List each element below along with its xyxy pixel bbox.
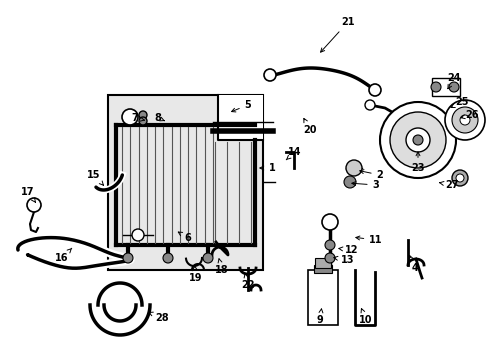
Text: 5: 5: [231, 100, 251, 112]
Text: 21: 21: [320, 17, 354, 52]
Polygon shape: [218, 95, 263, 140]
Text: 13: 13: [333, 255, 354, 265]
Circle shape: [448, 82, 458, 92]
Circle shape: [264, 69, 275, 81]
Circle shape: [132, 229, 143, 241]
Text: 18: 18: [215, 259, 228, 275]
Circle shape: [379, 102, 455, 178]
Text: 25: 25: [450, 97, 468, 108]
Circle shape: [123, 253, 133, 263]
Text: 9: 9: [316, 309, 323, 325]
Circle shape: [444, 100, 484, 140]
Circle shape: [325, 253, 334, 263]
Circle shape: [346, 160, 361, 176]
Text: 22: 22: [241, 274, 254, 290]
Text: 2: 2: [359, 170, 383, 180]
Circle shape: [451, 170, 467, 186]
Text: 11: 11: [355, 235, 382, 245]
Circle shape: [451, 107, 477, 133]
Text: 6: 6: [178, 232, 191, 243]
Circle shape: [430, 82, 440, 92]
Bar: [108, 95, 263, 270]
Circle shape: [321, 214, 337, 230]
Circle shape: [343, 176, 355, 188]
Text: 28: 28: [149, 312, 168, 323]
Circle shape: [455, 174, 463, 182]
Text: 10: 10: [359, 309, 372, 325]
Circle shape: [364, 100, 374, 110]
Text: 26: 26: [460, 110, 478, 120]
Circle shape: [405, 128, 429, 152]
Bar: [313, 265, 331, 273]
Text: 27: 27: [439, 180, 458, 190]
Circle shape: [139, 111, 147, 119]
Text: 14: 14: [285, 147, 301, 160]
Text: 16: 16: [55, 248, 72, 263]
Circle shape: [122, 109, 138, 125]
Text: 3: 3: [351, 180, 379, 190]
Text: 15: 15: [87, 170, 103, 185]
Bar: [314, 258, 330, 268]
Circle shape: [389, 112, 445, 168]
Circle shape: [203, 253, 213, 263]
Circle shape: [139, 117, 147, 125]
Circle shape: [27, 198, 41, 212]
Text: 12: 12: [338, 245, 358, 255]
Circle shape: [368, 84, 380, 96]
Text: 8: 8: [154, 113, 164, 123]
Circle shape: [163, 253, 173, 263]
Text: 7: 7: [131, 113, 144, 123]
Text: 19: 19: [189, 266, 203, 283]
Circle shape: [325, 240, 334, 250]
Text: 24: 24: [447, 73, 460, 89]
Circle shape: [412, 135, 422, 145]
Text: 17: 17: [21, 187, 36, 202]
Text: 20: 20: [303, 118, 316, 135]
Text: 1: 1: [259, 163, 275, 173]
Circle shape: [459, 115, 469, 125]
Bar: [307, 270, 337, 325]
Bar: [431, 78, 459, 96]
Text: 4: 4: [408, 256, 418, 273]
Text: 23: 23: [410, 152, 424, 173]
